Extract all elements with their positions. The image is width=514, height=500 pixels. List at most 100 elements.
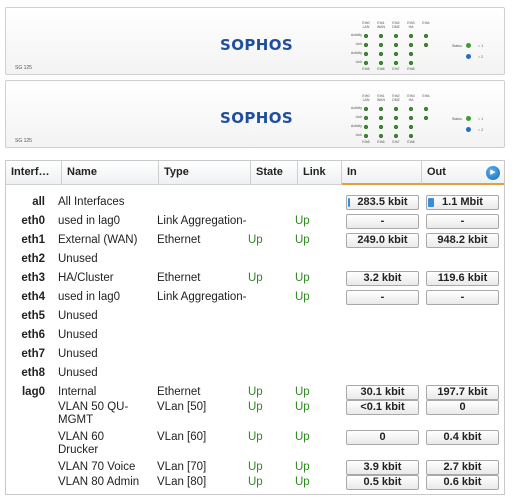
- interface-link: Up: [295, 401, 310, 413]
- port-label: Eth1 WAN: [376, 94, 386, 102]
- led-row-label: Link: [355, 133, 362, 137]
- column-header-state[interactable]: State: [251, 161, 298, 185]
- port-led-icon: [394, 134, 398, 138]
- interface-table: Interf… Name Type State Link In Out ▶ al…: [5, 160, 505, 495]
- traffic-out-meter: -: [426, 290, 499, 305]
- port-led-icon: [379, 116, 383, 120]
- column-header-in[interactable]: In: [342, 161, 422, 185]
- traffic-in-value: 30.1 kbit: [360, 386, 405, 398]
- port-label: Eth0 LAN: [362, 21, 370, 29]
- interface-id: eth1: [21, 234, 45, 246]
- traffic-in-meter: -: [346, 214, 419, 229]
- port-led-icon: [424, 43, 428, 47]
- port-label: Eth7: [392, 67, 400, 71]
- port-led-icon: [379, 107, 383, 111]
- traffic-in-value: 3.9 kbit: [363, 461, 402, 473]
- interface-type: Ethernet: [157, 272, 201, 284]
- interface-state: Up: [248, 461, 263, 473]
- interface-id: all: [32, 196, 45, 208]
- interface-type: Ethernet: [157, 234, 201, 246]
- column-header-type[interactable]: Type: [159, 161, 251, 185]
- model-label: SG 125: [15, 138, 32, 144]
- traffic-out-value: 0.4 kbit: [443, 431, 482, 443]
- traffic-out-meter: 0.4 kbit: [426, 430, 499, 445]
- port-label: Eth4: [422, 21, 430, 25]
- interface-type: Link Aggregation-: [157, 291, 247, 303]
- port-led-icon: [424, 116, 428, 120]
- traffic-in-meter: 3.2 kbit: [346, 271, 419, 286]
- port-led-icon: [409, 43, 413, 47]
- traffic-in-meter: 0.5 kbit: [346, 475, 419, 490]
- interface-id: eth8: [21, 367, 45, 379]
- traffic-out-value: 1.1 Mbit: [442, 196, 483, 208]
- interface-type: VLan [70]: [157, 461, 207, 473]
- interface-type: VLan [50]: [157, 401, 207, 413]
- interface-link: Up: [295, 431, 310, 443]
- traffic-in-meter: 283.5 kbit: [346, 195, 419, 210]
- traffic-in-meter: 0: [346, 430, 419, 445]
- port-led-icon: [364, 107, 368, 111]
- port-led-icon: [379, 134, 383, 138]
- port-led-icon: [379, 125, 383, 129]
- port-led-icon: [364, 61, 368, 65]
- interface-id: eth0: [21, 215, 45, 227]
- status-leds: Status ○ 1 ○ 2: [452, 115, 502, 141]
- interface-id: eth4: [21, 291, 45, 303]
- column-header-interface[interactable]: Interf…: [6, 161, 62, 185]
- port-label: Eth5: [362, 67, 370, 71]
- column-header-link[interactable]: Link: [298, 161, 342, 185]
- traffic-in-bar: [348, 198, 350, 207]
- port-led-icon: [379, 43, 383, 47]
- interface-name: VLAN 80 Admin: [58, 476, 140, 488]
- traffic-in-value: 0: [379, 431, 386, 443]
- traffic-in-value: 3.2 kbit: [363, 272, 402, 284]
- interface-id: eth6: [21, 329, 45, 341]
- port-label: Eth6: [377, 140, 385, 144]
- port-led-icon: [394, 34, 398, 38]
- traffic-out-meter: 119.6 kbit: [426, 271, 499, 286]
- traffic-in-value: -: [380, 215, 385, 227]
- interface-name: Internal: [58, 386, 97, 398]
- column-header-name[interactable]: Name: [62, 161, 159, 185]
- next-arrow-icon[interactable]: ▶: [486, 166, 500, 180]
- interface-link: Up: [295, 476, 310, 488]
- traffic-in-value: <0.1 kbit: [360, 401, 405, 413]
- port-led-icon: [394, 43, 398, 47]
- traffic-out-meter: 0: [426, 400, 499, 415]
- port-label: Eth0 LAN: [362, 94, 370, 102]
- model-label: SG 125: [15, 65, 32, 71]
- interface-state: Up: [248, 272, 263, 284]
- port-label: Eth8: [407, 140, 415, 144]
- traffic-out-meter: 0.6 kbit: [426, 475, 499, 490]
- table-header: Interf… Name Type State Link In Out ▶: [6, 161, 504, 185]
- port-led-icon: [364, 116, 368, 120]
- status-item-label: ○ 1: [478, 117, 484, 121]
- traffic-in-meter: <0.1 kbit: [346, 400, 419, 415]
- port-led-icon: [409, 116, 413, 120]
- interface-state: Up: [248, 386, 263, 398]
- interface-state: Up: [248, 431, 263, 443]
- traffic-out-meter: 2.7 kbit: [426, 460, 499, 475]
- port-label: Eth2 DMZ: [392, 21, 400, 29]
- status-led-icon: [466, 127, 471, 132]
- status-item-label: ○ 1: [478, 44, 484, 48]
- port-label: Eth6: [377, 67, 385, 71]
- sophos-logo: SOPHOS: [220, 36, 294, 54]
- traffic-out-value: -: [460, 215, 465, 227]
- status-item-label: ○ 2: [478, 128, 484, 132]
- interface-name: used in lag0: [58, 215, 121, 227]
- interface-name: VLAN 60 Drucker: [58, 431, 105, 456]
- port-led-icon: [364, 125, 368, 129]
- interface-name: Unused: [58, 348, 98, 360]
- led-row-label: Activity: [350, 106, 362, 110]
- port-led-icon: [409, 134, 413, 138]
- port-led-icon: [424, 107, 428, 111]
- led-row-label: Activity: [350, 51, 362, 55]
- interface-state: Up: [248, 401, 263, 413]
- traffic-in-meter: -: [346, 290, 419, 305]
- status-led-icon: [466, 116, 471, 121]
- interface-name: HA/Cluster: [58, 272, 114, 284]
- interface-type: Link Aggregation-: [157, 215, 247, 227]
- traffic-out-value: 0.6 kbit: [443, 476, 482, 488]
- port-leds: Eth0 LAN Eth1 WAN Eth2 DMZ Eth3 HA Eth4 Activ…: [346, 21, 446, 72]
